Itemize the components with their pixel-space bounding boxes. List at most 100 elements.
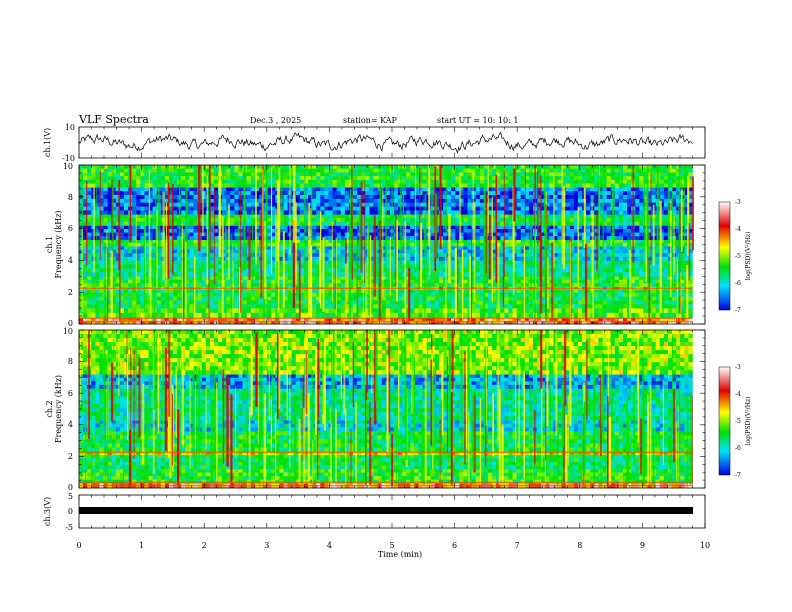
spec1-cell — [430, 225, 436, 230]
spec1-cell — [618, 276, 624, 281]
spec1-cell — [115, 214, 121, 219]
spec1-cell — [115, 198, 121, 203]
spec1-cell — [136, 276, 141, 281]
spec1-cell — [569, 312, 575, 318]
spec1-cell — [422, 320, 427, 325]
spec1-cell — [643, 296, 648, 301]
spec1-cell — [230, 191, 235, 196]
spec1-cell — [316, 229, 321, 233]
spec1-cell — [279, 249, 284, 254]
spec1-cell — [181, 225, 186, 230]
spec1-cell — [197, 289, 202, 294]
spec1-cell — [504, 225, 509, 230]
spec1-cell — [119, 246, 125, 250]
spec1-cell — [79, 191, 84, 196]
spec1-cell — [598, 221, 603, 226]
spec1-cell — [254, 214, 260, 219]
spec1-cell — [622, 304, 628, 309]
spec1-cell — [659, 264, 665, 269]
spec1-cell — [205, 320, 211, 325]
spec1-cell — [95, 187, 100, 192]
spec1-cell — [475, 221, 481, 226]
spec1-cell — [565, 272, 571, 277]
spec1-cell — [193, 239, 198, 244]
spec1-cell — [344, 256, 350, 261]
spec1-cell — [520, 312, 526, 318]
spec1-cell — [246, 187, 252, 192]
spec1-cell — [565, 249, 571, 254]
spec1-cell — [561, 292, 566, 297]
spec1-cell — [87, 317, 92, 322]
spec1-cell — [479, 225, 485, 230]
spec1-cell — [684, 191, 689, 196]
spec1-cell — [553, 239, 558, 244]
spec1-cell — [676, 236, 681, 241]
spec1-cell — [132, 246, 137, 250]
spec1-cell — [340, 256, 346, 261]
spec1-cell — [83, 260, 88, 265]
spec1-cell — [508, 296, 513, 301]
spec1-cell — [651, 292, 656, 297]
spec1-cell — [128, 320, 133, 325]
spec1-cell — [152, 187, 158, 192]
spec1-cell — [242, 320, 247, 325]
spec1-cell — [328, 300, 333, 305]
spec1-cell — [381, 229, 387, 233]
spec1-cell — [414, 246, 419, 250]
spec1-cell — [455, 214, 460, 219]
spec1-cell — [222, 242, 227, 247]
spec1-cell — [667, 300, 673, 305]
spec1-cell — [132, 187, 137, 192]
spec1-cell — [643, 304, 648, 309]
spec1-cell — [410, 308, 415, 314]
spec1-cell — [328, 283, 333, 287]
spec1-cell — [524, 279, 530, 284]
spec1-cell — [324, 246, 329, 250]
spec1-cell — [475, 239, 481, 244]
spec1-cell — [684, 225, 689, 230]
spec1-cell — [87, 191, 92, 196]
spec1-cell — [573, 300, 579, 305]
spec1-cell — [246, 304, 252, 309]
spec1-cell — [267, 272, 272, 277]
spec1-cell — [471, 300, 477, 305]
spec1-cell — [586, 221, 591, 226]
spec1-cell — [283, 268, 288, 273]
spec1-cell — [504, 308, 509, 314]
spec1-cell — [299, 312, 305, 318]
spec1-cell — [512, 304, 517, 309]
spec1-cell — [83, 194, 88, 200]
spec1-cell — [676, 260, 681, 265]
spec1-cell — [586, 268, 591, 273]
spec1-cell — [303, 308, 309, 314]
spec1-cell — [99, 198, 104, 203]
spec1-cell — [316, 242, 321, 247]
spec1-cell — [324, 260, 329, 265]
spec1-cell — [324, 225, 329, 230]
spec1-cell — [107, 221, 113, 226]
spec1-cell — [177, 292, 182, 297]
spec1-cell — [189, 236, 194, 241]
spec1-cell — [557, 317, 562, 322]
spec1-cell — [508, 312, 513, 318]
spec1-cell — [577, 218, 583, 223]
spec1-cell — [119, 187, 125, 192]
spec1-cell — [279, 260, 284, 265]
spec1-cell — [213, 253, 219, 258]
spec1-cell — [254, 229, 260, 233]
spec1-cell — [328, 292, 333, 297]
spec1-cell — [385, 304, 391, 309]
spec1-cell — [254, 260, 260, 265]
spec1-cell — [565, 296, 571, 301]
spec1-cell — [254, 304, 260, 309]
spec1-cell — [205, 268, 211, 273]
spec1-cell — [312, 304, 317, 309]
spec1-cell — [475, 320, 481, 325]
spec1-cell — [308, 214, 313, 219]
spec1-cell — [537, 276, 542, 281]
spec1-cell — [271, 276, 276, 281]
spec1-cell — [418, 304, 423, 309]
spec1-cell — [438, 308, 444, 314]
spec1-cell — [553, 296, 558, 301]
spec1-cell — [140, 260, 145, 265]
